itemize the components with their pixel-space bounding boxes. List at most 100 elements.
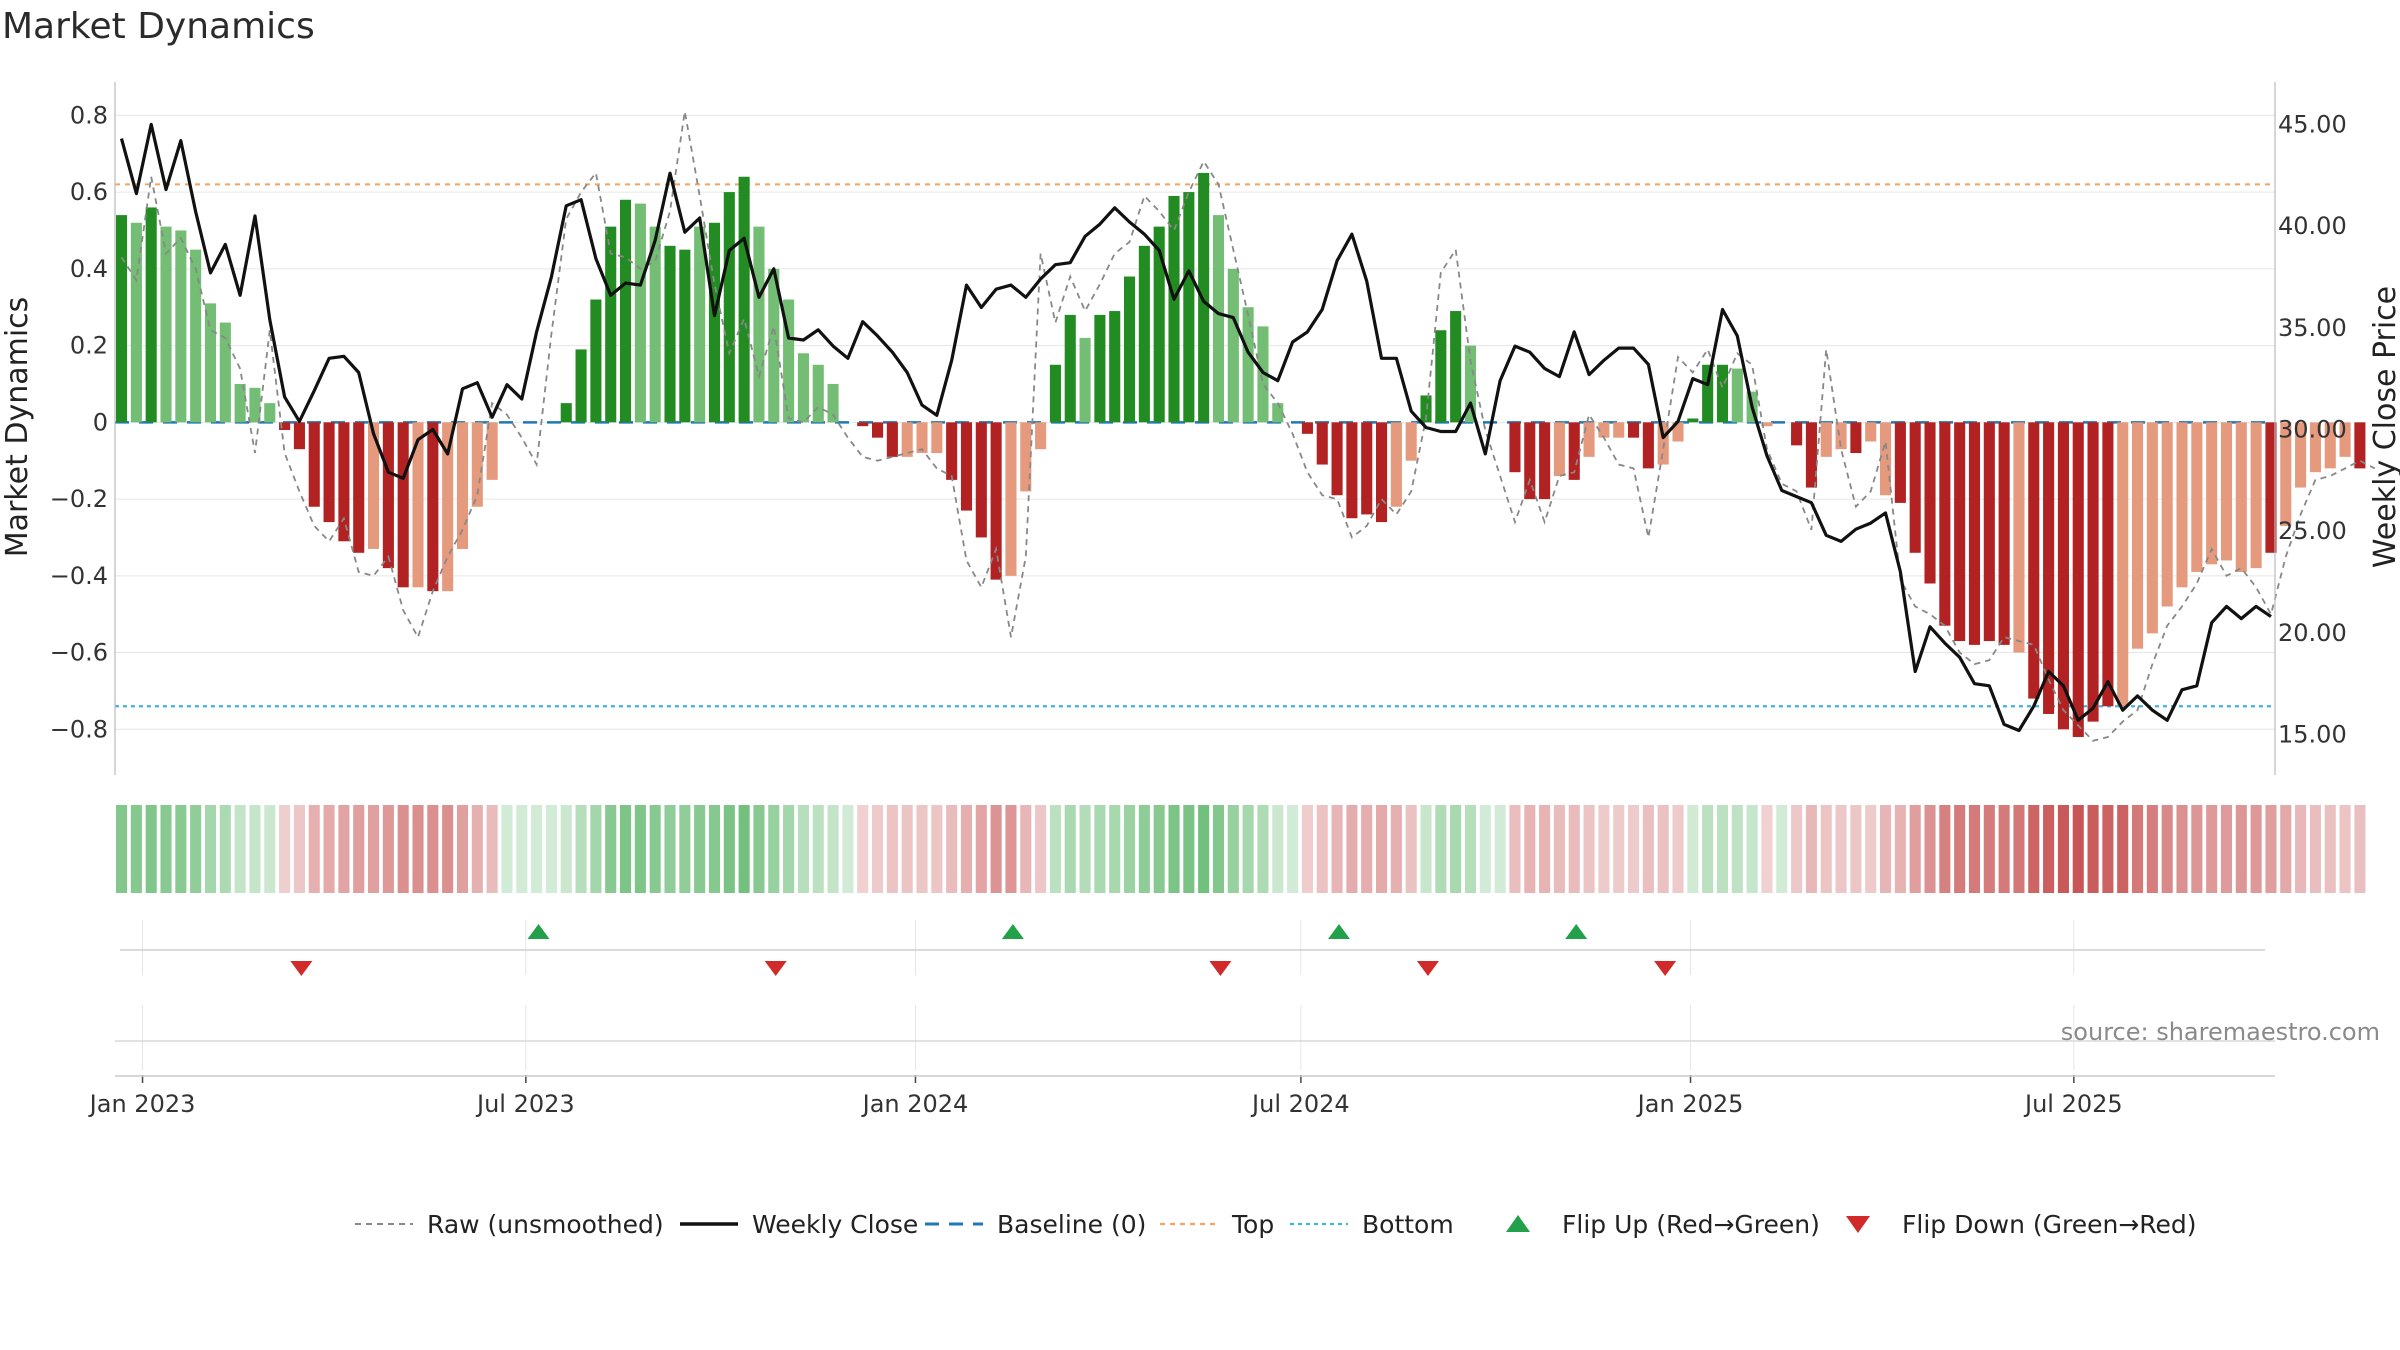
strip-cell	[1361, 805, 1373, 893]
y-tick-label-left: 0.8	[70, 101, 108, 129]
dynamics-bar	[2250, 422, 2262, 569]
flip-down-marker	[1416, 961, 1439, 976]
dynamics-bar	[960, 422, 973, 511]
legend: Raw (unsmoothed) Weekly Close Baseline (0)…	[355, 1210, 2197, 1239]
strip-cell	[753, 805, 765, 893]
dynamics-bar	[2146, 422, 2158, 634]
dynamics-bar	[2043, 422, 2055, 714]
dynamics-bar	[130, 222, 142, 423]
x-tick-label: Jan 2024	[861, 1090, 969, 1118]
strip-cell	[1376, 805, 1388, 893]
strip-cell	[2354, 805, 2366, 893]
strip-cell	[1509, 805, 1521, 893]
strip-cell	[1257, 805, 1269, 893]
dynamics-bar	[1894, 422, 1906, 503]
strip-cell	[872, 805, 884, 893]
dynamics-bar	[1450, 311, 1462, 423]
dynamics-bar	[1242, 307, 1254, 423]
strip-cell	[1124, 805, 1136, 893]
dynamics-bar	[1613, 422, 1625, 438]
strip-cell	[1005, 805, 1017, 893]
dynamics-bar	[1390, 422, 1402, 507]
dynamics-bar	[204, 303, 217, 423]
dynamics-bar	[116, 215, 128, 423]
strip-cell	[190, 805, 202, 893]
flip-up-marker	[1001, 924, 1024, 939]
y-tick-label-right: 30.00	[2278, 415, 2347, 443]
strip-cell	[1791, 805, 1803, 893]
dynamics-bar	[931, 422, 943, 454]
strip-cell	[1746, 805, 1758, 893]
dynamics-bar	[1568, 422, 1580, 480]
dynamics-bar	[442, 422, 454, 592]
dynamics-bar	[1702, 364, 1714, 423]
strip-cell	[1035, 805, 1047, 893]
strip-cell	[2117, 805, 2129, 893]
raw-line	[120, 111, 2376, 742]
dynamics-bar	[1939, 422, 1951, 626]
dynamics-bar	[1420, 395, 1432, 423]
strip-cell	[1539, 805, 1551, 893]
dynamics-bar	[1539, 422, 1551, 500]
strip-cell	[1657, 805, 1669, 893]
strip-cell	[1731, 805, 1743, 893]
dynamics-bar	[2087, 422, 2099, 722]
dynamics-bar	[2191, 422, 2203, 572]
legend-label: Flip Up (Red→Green)	[1562, 1210, 1820, 1239]
strip-cell	[1598, 805, 1610, 893]
y-tick-label-left: 0.2	[70, 332, 108, 360]
dynamics-bar	[1094, 314, 1106, 423]
dynamics-bar	[1820, 422, 1832, 457]
dynamics-bar	[1553, 422, 1565, 477]
dynamics-bar	[1079, 337, 1091, 423]
dynamics-bar	[2057, 422, 2069, 730]
dynamics-bar	[456, 422, 469, 549]
strip-cell	[353, 805, 365, 893]
dynamics-bar	[1880, 422, 1892, 496]
dynamics-bar	[249, 387, 261, 423]
strip-cell	[264, 805, 276, 893]
flip-up-marker	[1565, 924, 1588, 939]
strip-cell	[931, 805, 943, 893]
legend-label: Weekly Close	[752, 1210, 918, 1239]
dynamics-bar	[1983, 422, 1995, 642]
strip-cell	[1568, 805, 1580, 893]
strip-cell	[664, 805, 676, 893]
y-tick-label-left: 0.4	[70, 255, 108, 283]
strip-cell	[1716, 805, 1729, 893]
strip-cell	[1954, 805, 1966, 893]
strip-cell	[827, 805, 839, 893]
strip-cell	[1776, 805, 1788, 893]
strip-cell	[2132, 805, 2144, 893]
strip-cell	[723, 805, 735, 893]
strip-cell	[975, 805, 987, 893]
strip-cell	[471, 805, 483, 893]
strip-cell	[1894, 805, 1906, 893]
strip-cell	[2206, 805, 2218, 893]
strip-cell	[1020, 805, 1032, 893]
dynamics-bar	[1628, 422, 1640, 438]
strip-cell	[382, 805, 394, 893]
dynamics-bar	[1954, 422, 1966, 642]
flip-down-marker	[764, 961, 787, 976]
strip-cell	[842, 805, 854, 893]
strip-cell	[2087, 805, 2099, 893]
legend-item-flip_up: Flip Up (Red→Green)	[1506, 1210, 1820, 1239]
raw-series	[120, 111, 2376, 742]
strip-cell	[1138, 805, 1150, 893]
dynamics-bar	[590, 299, 602, 423]
dynamics-bar	[279, 422, 291, 430]
dynamics-bar	[2265, 422, 2277, 553]
dynamics-bar	[353, 422, 365, 553]
strip-cell	[708, 805, 721, 893]
strip-cell	[916, 805, 928, 893]
legend-item-close: Weekly Close	[680, 1210, 918, 1239]
dynamics-bar	[160, 226, 172, 423]
dynamics-bar	[1168, 195, 1180, 423]
y-tick-label-right: 15.00	[2278, 721, 2347, 749]
dynamics-bar	[1064, 314, 1076, 423]
dynamics-bar	[1346, 422, 1358, 519]
dynamics-bar	[916, 422, 928, 454]
strip-cell	[738, 805, 750, 893]
x-tick-label: Jul 2025	[2023, 1090, 2123, 1118]
